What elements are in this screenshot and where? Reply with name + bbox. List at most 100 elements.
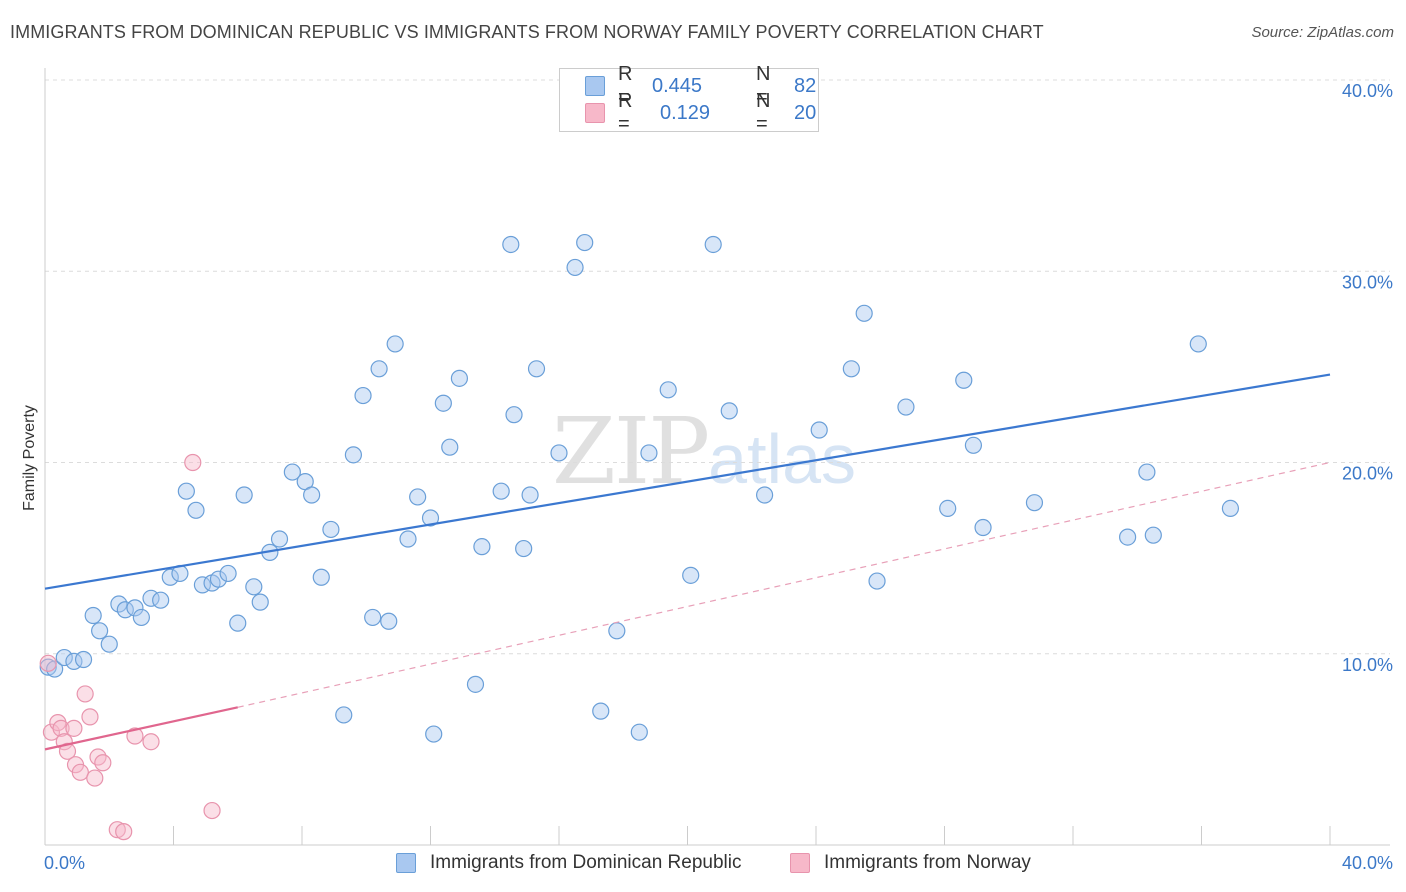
bottom-legend-label-norway: Immigrants from Norway (824, 852, 1031, 873)
point-norway (71, 763, 89, 781)
point-dominican (126, 599, 144, 617)
point-dominican (161, 568, 179, 586)
point-norway (65, 719, 83, 737)
y-tick-label: 40.0% (1342, 81, 1393, 101)
trend-line-dominican (44, 373, 1331, 590)
legend-swatch-dominican (585, 76, 605, 96)
point-dominican (810, 421, 828, 439)
point-dominican (187, 501, 205, 519)
point-dominican (434, 394, 452, 412)
point-dominican (380, 612, 398, 630)
point-dominican (1025, 494, 1044, 512)
point-dominican (682, 566, 700, 584)
point-dominican (630, 723, 648, 741)
point-dominican (84, 606, 102, 625)
point-norway (142, 733, 160, 751)
point-dominican (270, 530, 289, 548)
point-norway (86, 769, 104, 787)
legend-n-value: 20 (794, 101, 817, 124)
y-tick-label: 30.0% (1342, 272, 1393, 292)
point-dominican (152, 591, 170, 609)
point-dominican (441, 438, 459, 456)
bottom-legend-label-dominican: Immigrants from Dominican Republic (430, 852, 742, 873)
point-dominican (46, 660, 64, 678)
point-dominican (842, 360, 860, 378)
point-dominican (897, 398, 915, 416)
point-dominican (1138, 463, 1156, 481)
point-dominican (527, 360, 546, 378)
point-dominican (110, 595, 128, 613)
source-label: Source: ZipAtlas.com (1251, 24, 1394, 41)
point-dominican (409, 488, 427, 506)
point-dominican (91, 622, 109, 640)
point-dominican (425, 725, 443, 743)
point-dominican (229, 614, 247, 632)
point-dominican (55, 648, 73, 667)
point-dominican (283, 463, 301, 481)
point-norway (39, 654, 57, 672)
legend-r-label: R = (618, 90, 633, 135)
point-norway (115, 823, 133, 841)
point-dominican (344, 446, 362, 464)
point-dominican (235, 486, 253, 504)
point-dominican (974, 518, 992, 537)
point-dominican (245, 578, 263, 596)
point-dominican (322, 520, 340, 539)
point-norway (126, 727, 144, 745)
point-dominican (502, 235, 520, 254)
point-dominican (364, 608, 382, 627)
point-norway (76, 685, 94, 703)
stats-legend: R = 0.445 N = 82 R = 0.129 N = 20 (559, 63, 819, 135)
point-norway (94, 754, 112, 772)
point-dominican (219, 564, 237, 583)
y-tick-label: 10.0% (1342, 655, 1393, 675)
point-dominican (704, 235, 722, 254)
point-dominican (466, 675, 485, 693)
trend-line-norway (44, 706, 238, 751)
point-dominican (640, 444, 658, 462)
point-norway (81, 708, 99, 726)
point-norway (52, 719, 70, 737)
x-tick-label: 40.0% (1342, 853, 1393, 873)
legend-r-value: 0.129 (660, 101, 711, 124)
legend-swatch-norway (585, 103, 605, 123)
point-dominican (177, 482, 195, 500)
point-dominican (1144, 526, 1162, 544)
trend-line-norway-extended (237, 461, 1331, 708)
point-dominican (74, 650, 93, 669)
point-dominican (550, 444, 568, 462)
bottom-legend-dominican: Immigrants from Dominican Republic (396, 852, 742, 874)
point-norway (42, 723, 61, 741)
point-dominican (592, 702, 610, 720)
point-dominican (855, 304, 873, 322)
point-dominican (521, 486, 539, 504)
point-dominican (251, 593, 269, 611)
point-dominican (450, 369, 469, 387)
point-dominican (1189, 335, 1207, 353)
point-dominican (659, 381, 677, 399)
point-dominican (386, 335, 404, 353)
point-dominican (209, 570, 228, 588)
legend-r-label: R = (618, 63, 633, 108)
watermark-atlas: atlas (708, 420, 857, 498)
chart-title: IMMIGRANTS FROM DOMINICAN REPUBLIC VS IM… (10, 22, 1044, 42)
point-dominican (1119, 528, 1137, 546)
point-dominican (1221, 499, 1240, 517)
bottom-legend-swatch-norway (790, 853, 810, 873)
legend-n-label: N = (756, 63, 771, 108)
legend-n-value: 82 (794, 74, 817, 97)
legend-r-value: 0.445 (652, 74, 703, 97)
point-dominican (312, 568, 330, 586)
point-dominican (955, 371, 973, 389)
point-dominican (335, 706, 353, 724)
legend-n-label: N = (756, 90, 771, 135)
point-dominican (132, 608, 150, 627)
point-dominican (868, 572, 886, 590)
point-dominican (755, 486, 774, 504)
point-norway (203, 801, 221, 820)
point-dominican (939, 499, 957, 517)
point-dominican (576, 233, 594, 252)
watermark-zip: ZIP (552, 398, 710, 505)
point-dominican (566, 258, 584, 277)
